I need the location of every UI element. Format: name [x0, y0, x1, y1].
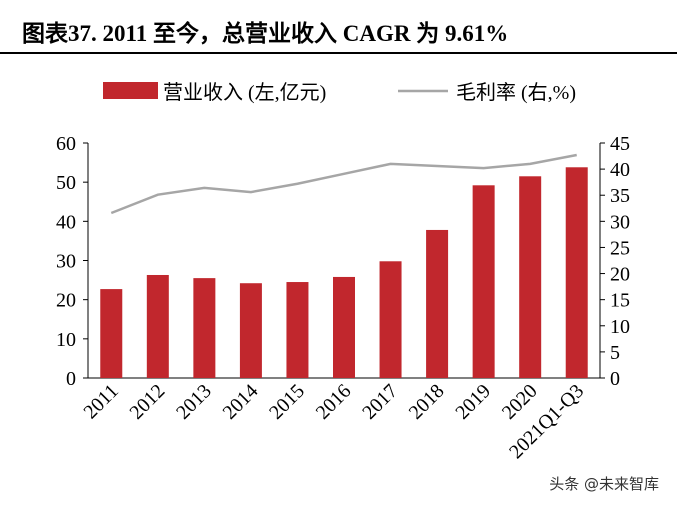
watermark: 头条 @未来智库 [549, 475, 659, 493]
right-tick-label: 15 [610, 290, 630, 312]
bar-2011 [100, 289, 123, 378]
bar-2013 [193, 278, 216, 378]
x-tick-label: 2013 [172, 380, 216, 424]
right-tick-label: 20 [610, 264, 630, 286]
bar-2015 [286, 282, 309, 378]
bar-2012 [146, 274, 169, 378]
x-tick-label: 2019 [451, 380, 495, 424]
bar-2019 [472, 185, 495, 378]
right-tick-label: 35 [610, 185, 630, 207]
left-tick-label: 0 [66, 368, 76, 390]
bar-2016 [333, 276, 355, 378]
x-tick-label: 2016 [312, 380, 356, 424]
right-tick-label: 45 [610, 133, 630, 155]
left-tick-label: 10 [56, 329, 76, 351]
left-tick-label: 20 [56, 290, 76, 312]
x-tick-label: 2015 [265, 380, 309, 424]
x-tick-label: 2011 [79, 380, 122, 423]
left-tick-label: 40 [56, 211, 76, 233]
margin-line [110, 153, 577, 215]
right-tick-label: 5 [610, 342, 620, 364]
right-tick-label: 40 [610, 159, 630, 181]
legend-bar-label: 营业收入 (左,亿元) [163, 81, 326, 104]
x-tick-label: 2018 [405, 380, 449, 424]
right-tick-label: 30 [610, 211, 630, 233]
right-tick-label: 25 [610, 237, 630, 259]
x-tick-label: 2012 [126, 380, 170, 424]
title-rule [0, 52, 677, 54]
bar-2017 [379, 261, 402, 378]
bar-2020 [519, 176, 542, 378]
right-tick-label: 10 [610, 316, 630, 338]
bar-2018 [426, 229, 449, 378]
bar-2014 [239, 283, 262, 378]
legend-line-label: 毛利率 (右,%) [456, 81, 576, 104]
left-tick-label: 60 [56, 133, 76, 155]
left-tick-label: 50 [56, 172, 76, 194]
bar-2021Q1-Q3 [565, 167, 588, 378]
x-tick-label: 2017 [358, 380, 402, 424]
right-tick-label: 0 [610, 368, 620, 390]
left-tick-label: 30 [56, 251, 76, 273]
x-tick-label: 2014 [219, 380, 263, 424]
chart-title: 图表37. 2011 至今，总营业收入 CAGR 为 9.61% [22, 21, 509, 46]
legend-bar-swatch [103, 82, 158, 99]
